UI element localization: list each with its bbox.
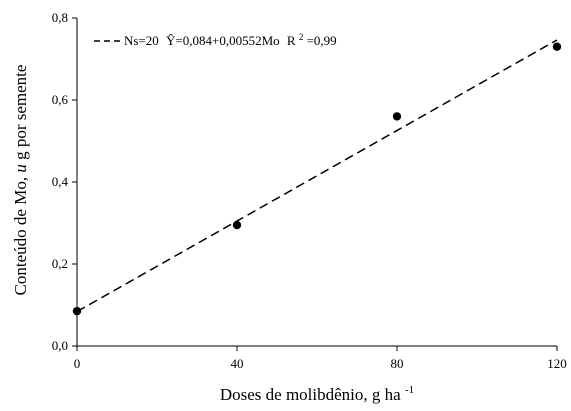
y-tick-label: 0,8 [52,10,68,25]
data-point [72,306,82,316]
legend-r2-value: =0,99 [307,33,337,48]
x-tick-label: 120 [547,356,567,371]
legend-entry: Ns=20 Ŷ=0,084+0,00552Mo R 2 =0,99 [124,28,337,48]
legend-series-name: Ns=20 [124,33,159,48]
data-point [552,42,562,51]
x-axis-title-sup: -1 [405,384,414,396]
y-axis-title-unit: u [11,164,30,173]
legend: Ns=20 Ŷ=0,084+0,00552Mo R 2 =0,99 [94,28,337,48]
legend-r2-sup: 2 [299,32,304,42]
data-point [392,112,402,121]
x-axis-ticks: 0 40 80 120 [74,346,567,371]
y-axis-title-pre: Conteúdo de Mo, [11,173,30,296]
legend-r2-prefix: R [287,33,296,48]
x-axis-title: Doses de molibdênio, g ha -1 [220,384,414,404]
x-tick-label: 0 [74,356,81,371]
plot-area [76,18,557,347]
y-tick-label: 0,6 [52,92,69,107]
fit-line [76,39,558,313]
y-tick-label: 0,4 [52,174,69,189]
chart-marks [72,39,562,316]
data-point [232,220,242,230]
y-axis-title: Conteúdo de Mo, u g por semente [11,65,30,296]
y-axis-ticks: 0,0 0,2 0,4 0,6 0,8 [52,10,77,353]
y-axis-title-post: g por semente [11,65,30,160]
x-tick-label: 40 [231,356,244,371]
y-tick-label: 0,0 [52,338,68,353]
y-tick-label: 0,2 [52,256,68,271]
x-tick-label: 80 [391,356,404,371]
legend-equation: Ŷ=0,084+0,00552Mo [166,33,280,48]
x-axis-title-text: Doses de molibdênio, g ha [220,385,401,404]
